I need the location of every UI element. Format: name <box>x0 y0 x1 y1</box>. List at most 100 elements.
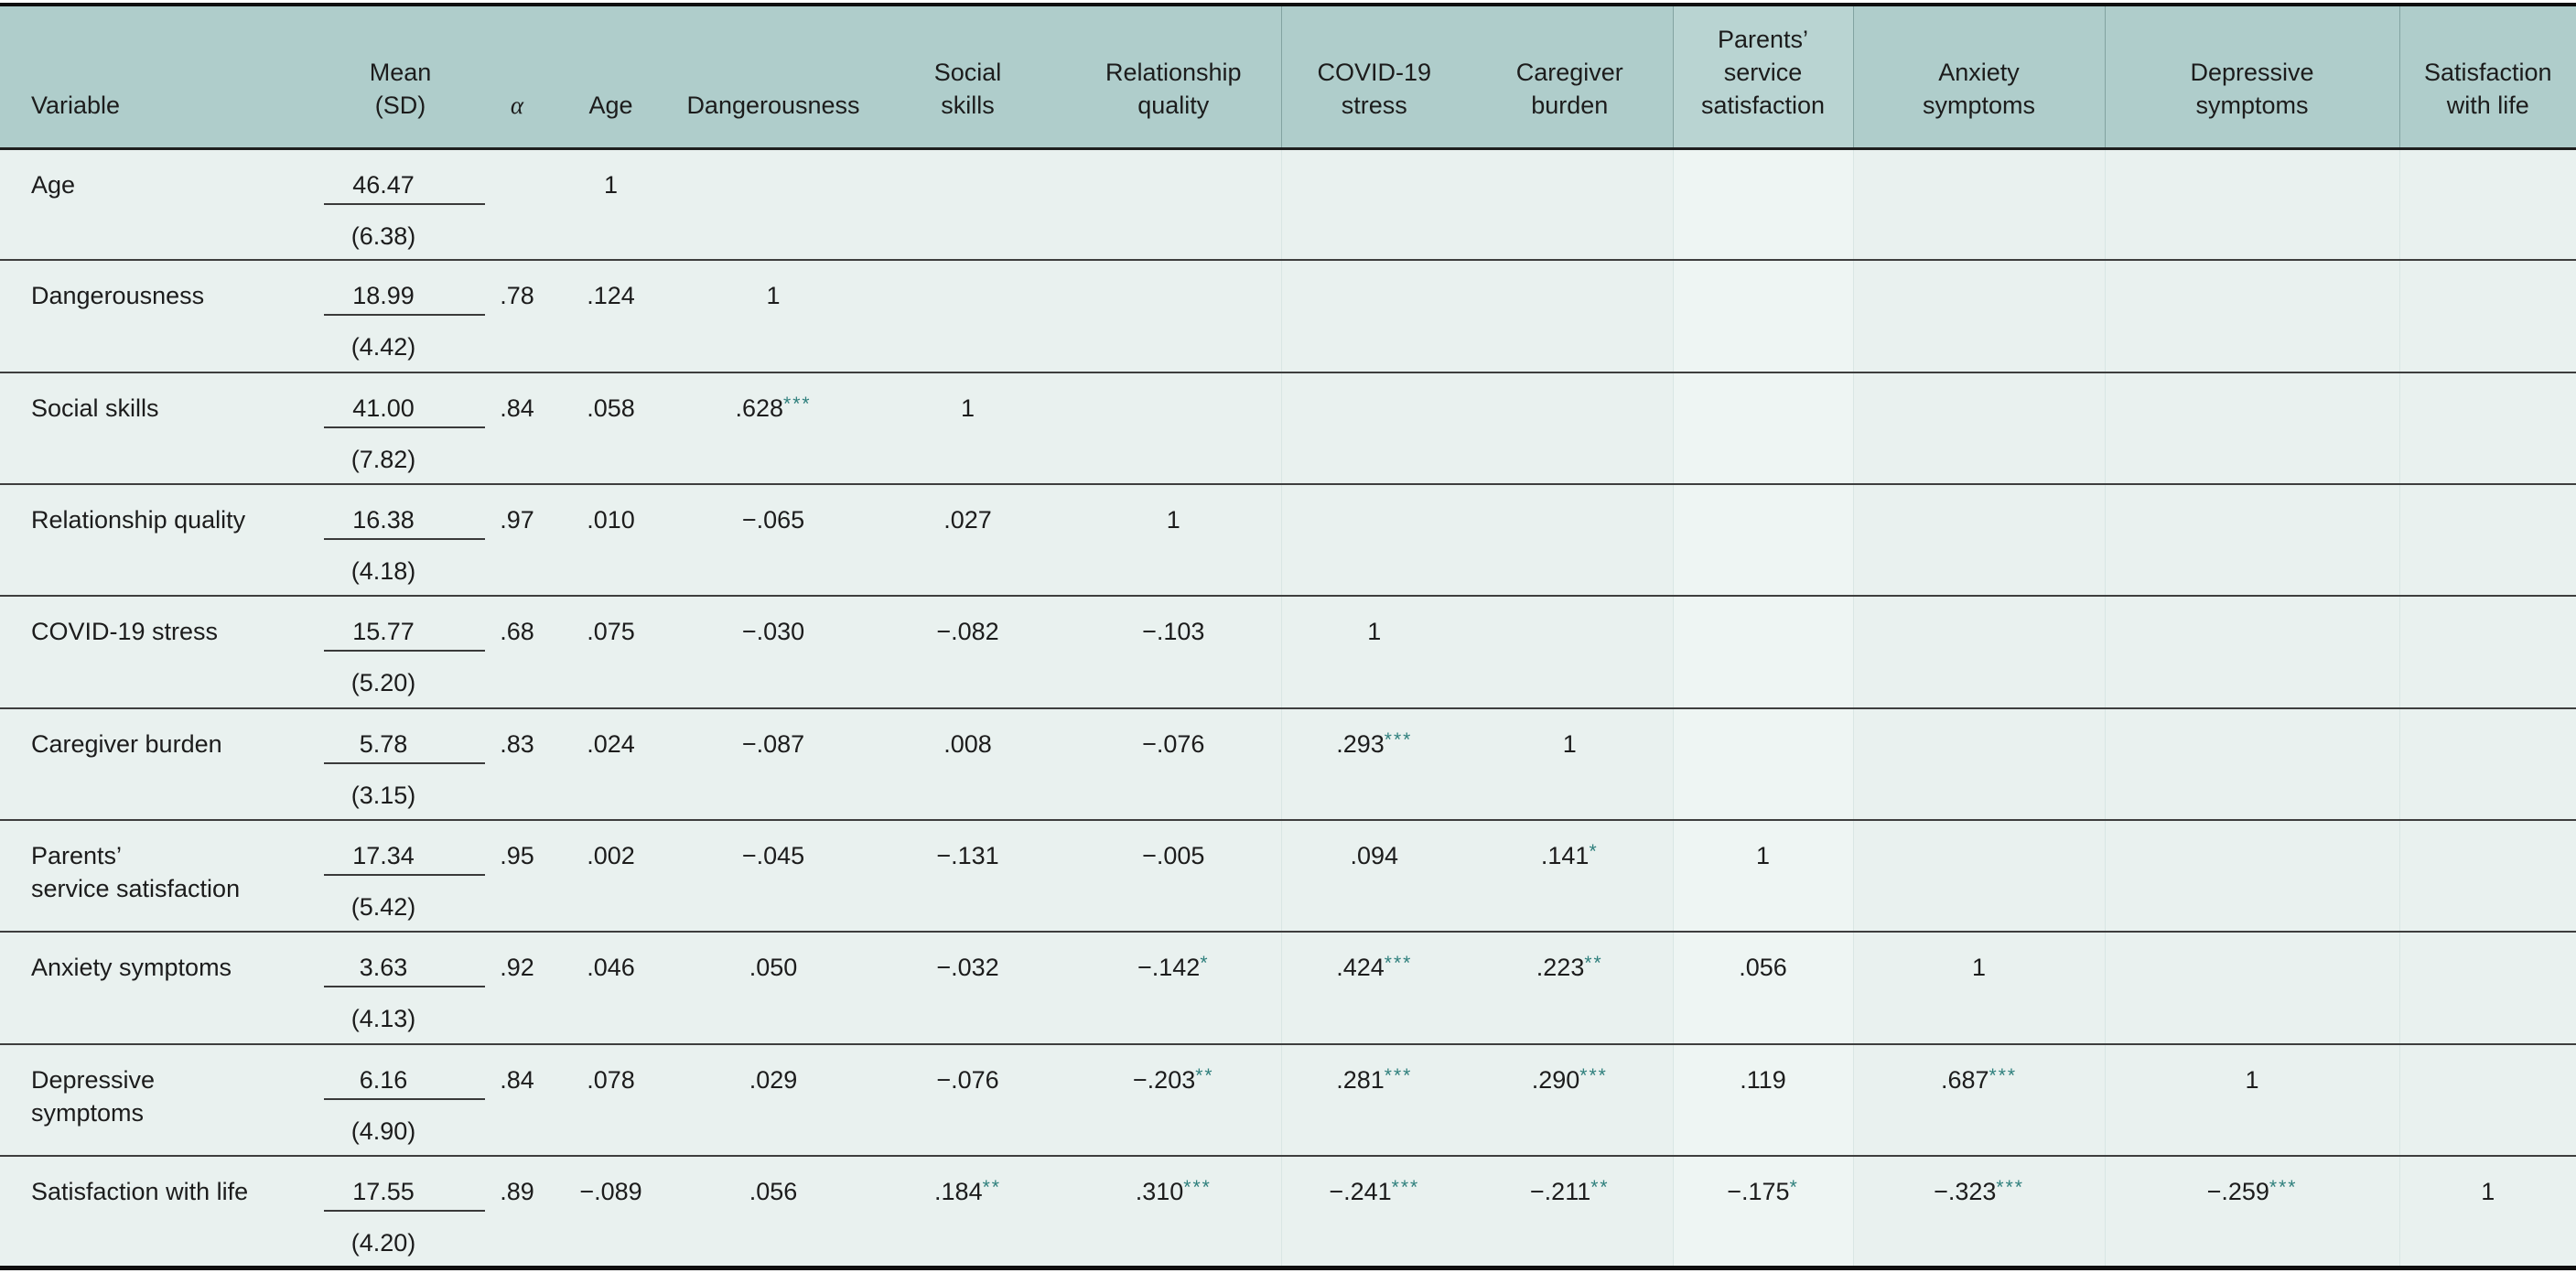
table-row: Relationship quality 16.38 (4.18) .97 .010 −.… <box>0 484 2576 597</box>
corr-cell <box>1672 484 1853 597</box>
sd-value: (3.15) <box>350 781 416 809</box>
corr-cell <box>1852 596 2105 708</box>
sd-value: (4.42) <box>350 333 416 361</box>
corr-cell: 1 <box>1852 932 2105 1044</box>
corr-cell <box>2398 148 2576 261</box>
mean-over-sd: 3.63 (4.13) <box>324 951 485 1035</box>
corr-cell <box>2398 932 2576 1044</box>
sd-value: (7.82) <box>350 445 416 473</box>
corr-cell: .050 <box>749 954 798 982</box>
corr-cell <box>1852 372 2105 485</box>
corr-cell <box>1467 148 1673 260</box>
corr-cell <box>1672 596 1853 708</box>
corr-cell: .310*** <box>1135 1177 1212 1206</box>
row-label: COVID-19 stress <box>31 618 219 646</box>
mean-value: 18.99 <box>324 279 485 317</box>
mean-value: 6.16 <box>324 1063 485 1100</box>
corr-cell <box>2398 820 2576 933</box>
corr-cell <box>2398 260 2576 372</box>
significance-stars: * <box>1589 841 1599 863</box>
alpha-value: .92 <box>500 954 534 982</box>
row-label: Satisfaction with life <box>31 1178 249 1206</box>
corr-cell <box>1066 260 1281 372</box>
table-row: COVID-19 stress 15.77 (5.20) .68 .075 −.030 −.… <box>0 596 2576 708</box>
corr-cell: .141* <box>1540 841 1599 870</box>
mean-value: 41.00 <box>324 392 485 428</box>
corr-cell: −.142* <box>1137 953 1210 982</box>
table-row: Depressive symptoms 6.16 (4.90) .84 .078 .029… <box>0 1043 2576 1157</box>
table-row: Satisfaction with life 17.55 (4.20) .89 −.08… <box>0 1156 2576 1268</box>
corr-cell: .290*** <box>1531 1064 1608 1094</box>
corr-cell: .002 <box>587 842 635 870</box>
corr-cell <box>1066 372 1281 484</box>
corr-cell: .010 <box>587 506 635 534</box>
corr-cell: 1 <box>1672 820 1853 933</box>
corr-cell <box>2104 148 2399 261</box>
mean-sd-cell: 41.00 (7.82) <box>311 372 490 484</box>
significance-stars: *** <box>1579 1064 1608 1086</box>
mean-sd-cell: 17.55 (4.20) <box>311 1156 490 1268</box>
sd-value: (5.42) <box>350 893 416 922</box>
column-header-social_skills: Social skills <box>869 5 1066 150</box>
column-header-satisfaction_with_life: Satisfaction with life <box>2398 5 2576 150</box>
corr-cell <box>1467 260 1673 372</box>
corr-cell <box>1467 596 1673 707</box>
corr-cell: 1 <box>603 170 619 199</box>
mean-over-sd: 15.77 (5.20) <box>324 615 485 699</box>
significance-stars: * <box>1200 953 1210 975</box>
corr-cell: −.089 <box>579 1178 642 1206</box>
mean-value: 17.55 <box>324 1175 485 1213</box>
corr-cell <box>1467 372 1673 484</box>
significance-stars: *** <box>1384 1064 1413 1086</box>
column-header-alpha: α <box>490 5 544 150</box>
corr-cell: .119 <box>1672 1043 1853 1157</box>
mean-over-sd: 6.16 (4.90) <box>324 1063 485 1148</box>
mean-sd-cell: 15.77 (5.20) <box>311 596 490 707</box>
table-header: Variable Mean (SD) α Age Dangerousness Social… <box>0 5 2576 150</box>
corr-cell <box>1672 372 1853 485</box>
corr-cell <box>1280 148 1467 261</box>
corr-cell: .046 <box>587 954 635 982</box>
mean-value: 46.47 <box>324 168 485 205</box>
corr-cell: −.211** <box>1529 1177 1610 1206</box>
corr-cell: 1 <box>1166 506 1180 534</box>
column-header-age: Age <box>544 5 677 150</box>
alpha-value: .84 <box>500 394 534 422</box>
corr-cell <box>1672 148 1853 261</box>
table-row: Anxiety symptoms 3.63 (4.13) .92 .046 .050 −.0… <box>0 932 2576 1044</box>
correlation-table: Variable Mean (SD) α Age Dangerousness Social… <box>0 3 2576 1270</box>
mean-over-sd: 16.38 (4.18) <box>324 503 485 588</box>
corr-cell <box>2398 484 2576 597</box>
table-row: Social skills 41.00 (7.82) .84 .058 .628*** 1 <box>0 372 2576 485</box>
corr-cell: .281*** <box>1280 1043 1467 1157</box>
corr-cell: 1 <box>2398 1156 2576 1268</box>
significance-stars: *** <box>2269 1177 2298 1199</box>
corr-cell: 1 <box>2104 1043 2399 1157</box>
corr-cell: .024 <box>587 729 635 758</box>
mean-over-sd: 18.99 (4.42) <box>324 279 485 363</box>
column-header-variable: Variable <box>0 5 311 150</box>
corr-cell: −.032 <box>936 954 999 982</box>
alpha-value: .97 <box>500 506 534 534</box>
column-header-anxiety_symptoms: Anxiety symptoms <box>1852 5 2105 150</box>
corr-cell: −.082 <box>936 618 999 646</box>
alpha-value: .83 <box>500 729 534 758</box>
corr-cell: .029 <box>749 1065 798 1094</box>
mean-over-sd: 17.55 (4.20) <box>324 1175 485 1259</box>
corr-cell: −.131 <box>936 842 999 870</box>
corr-cell: .184** <box>934 1177 1001 1206</box>
corr-cell <box>2104 932 2399 1044</box>
alpha-value: .89 <box>500 1178 534 1206</box>
significance-stars: *** <box>1183 1177 1212 1199</box>
significance-stars: ** <box>982 1177 1001 1199</box>
corr-cell: .223** <box>1536 953 1603 982</box>
sd-value: (6.38) <box>350 221 416 250</box>
corr-cell: .687*** <box>1852 1043 2105 1157</box>
corr-cell: .628*** <box>735 393 812 422</box>
significance-stars: *** <box>1384 953 1413 975</box>
corr-cell: −.103 <box>1142 618 1205 646</box>
sd-value: (4.90) <box>350 1117 416 1145</box>
mean-over-sd: 17.34 (5.42) <box>324 839 485 923</box>
corr-cell: .056 <box>1672 932 1853 1044</box>
corr-cell: .293*** <box>1280 707 1467 821</box>
